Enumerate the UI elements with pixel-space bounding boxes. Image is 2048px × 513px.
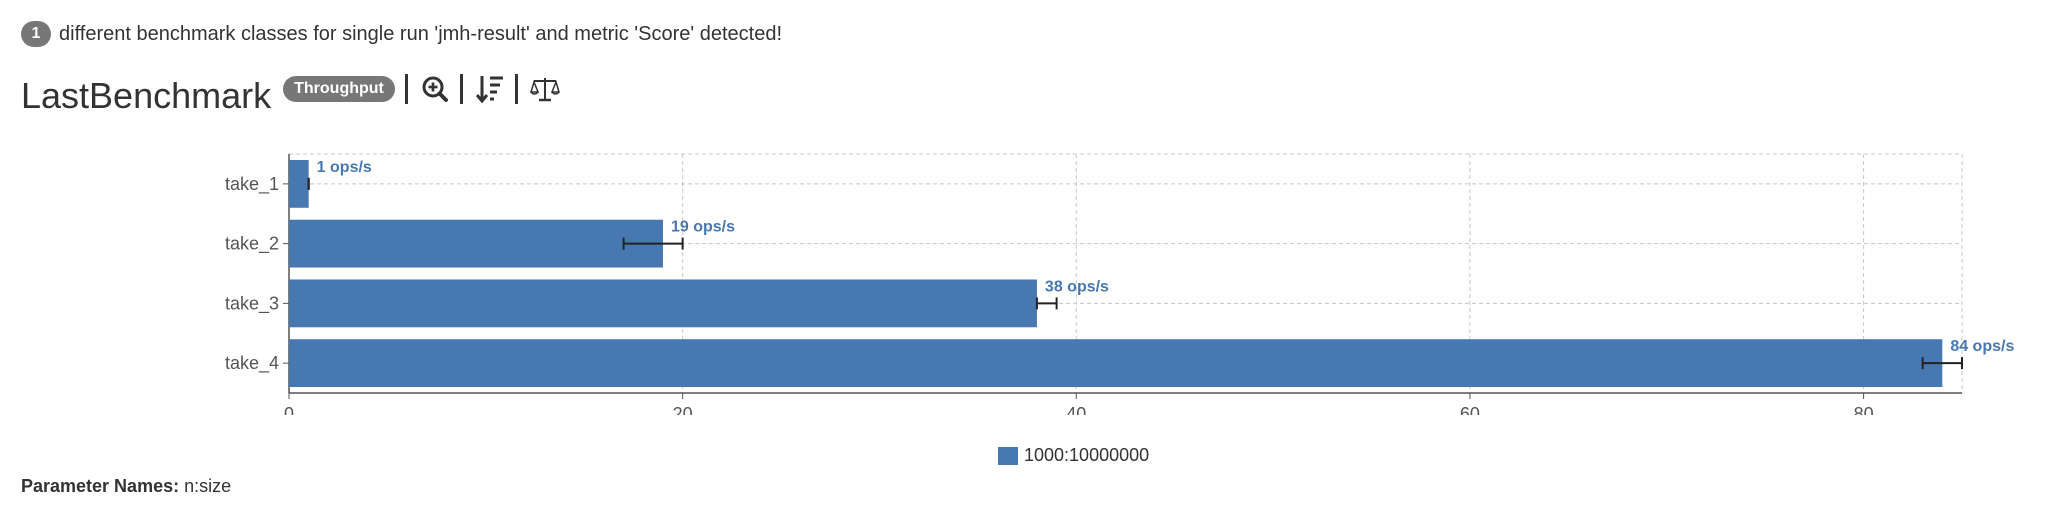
bar (289, 159, 309, 208)
legend-label: 1000:10000000 (1024, 445, 1150, 465)
category-label: take_4 (225, 353, 279, 374)
toolbar-divider (404, 74, 408, 104)
benchmark-bar-chart: 0 20 40 60 80 take_1 take_2 take_3 take_4 1 ops/s… (225, 153, 2014, 415)
x-tick-label: 40 (1066, 404, 1086, 415)
mode-badge: Throughput (283, 76, 395, 102)
notice-text: different benchmark classes for single r… (59, 22, 783, 45)
x-tick-label: 20 (673, 404, 693, 415)
zoom-in-icon[interactable] (420, 74, 450, 104)
data-label: 19 ops/s (671, 219, 735, 236)
bar (289, 219, 663, 268)
x-tick-label: 0 (284, 404, 294, 415)
bar (289, 339, 1943, 388)
data-label: 1 ops/s (317, 159, 372, 176)
balance-scale-icon[interactable] (529, 74, 560, 104)
category-label: take_1 (225, 174, 279, 195)
x-tick-label: 80 (1854, 404, 1874, 415)
x-tick-label: 60 (1460, 404, 1480, 415)
legend-swatch (998, 446, 1018, 465)
benchmark-title: LastBenchmark (21, 75, 272, 116)
category-label: take_3 (225, 293, 279, 314)
toolbar-divider (514, 74, 518, 104)
parameter-names-label: Parameter Names: (21, 476, 180, 496)
benchmark-header: LastBenchmark Throughput (21, 68, 560, 124)
data-label: 84 ops/s (1950, 338, 2014, 355)
benchmark-notice: 1 different benchmark classes for single… (21, 20, 782, 48)
bar (289, 279, 1037, 328)
parameter-names-value: n:size (184, 476, 232, 496)
parameter-names: Parameter Names: n:size (21, 476, 231, 497)
benchmark-count-badge: 1 (21, 21, 51, 47)
toolbar-divider (459, 74, 463, 104)
chart-legend[interactable]: 1000:10000000 (998, 445, 1149, 466)
sort-descending-icon[interactable] (475, 74, 505, 104)
category-label: take_2 (225, 234, 279, 255)
data-label: 38 ops/s (1045, 278, 1109, 295)
